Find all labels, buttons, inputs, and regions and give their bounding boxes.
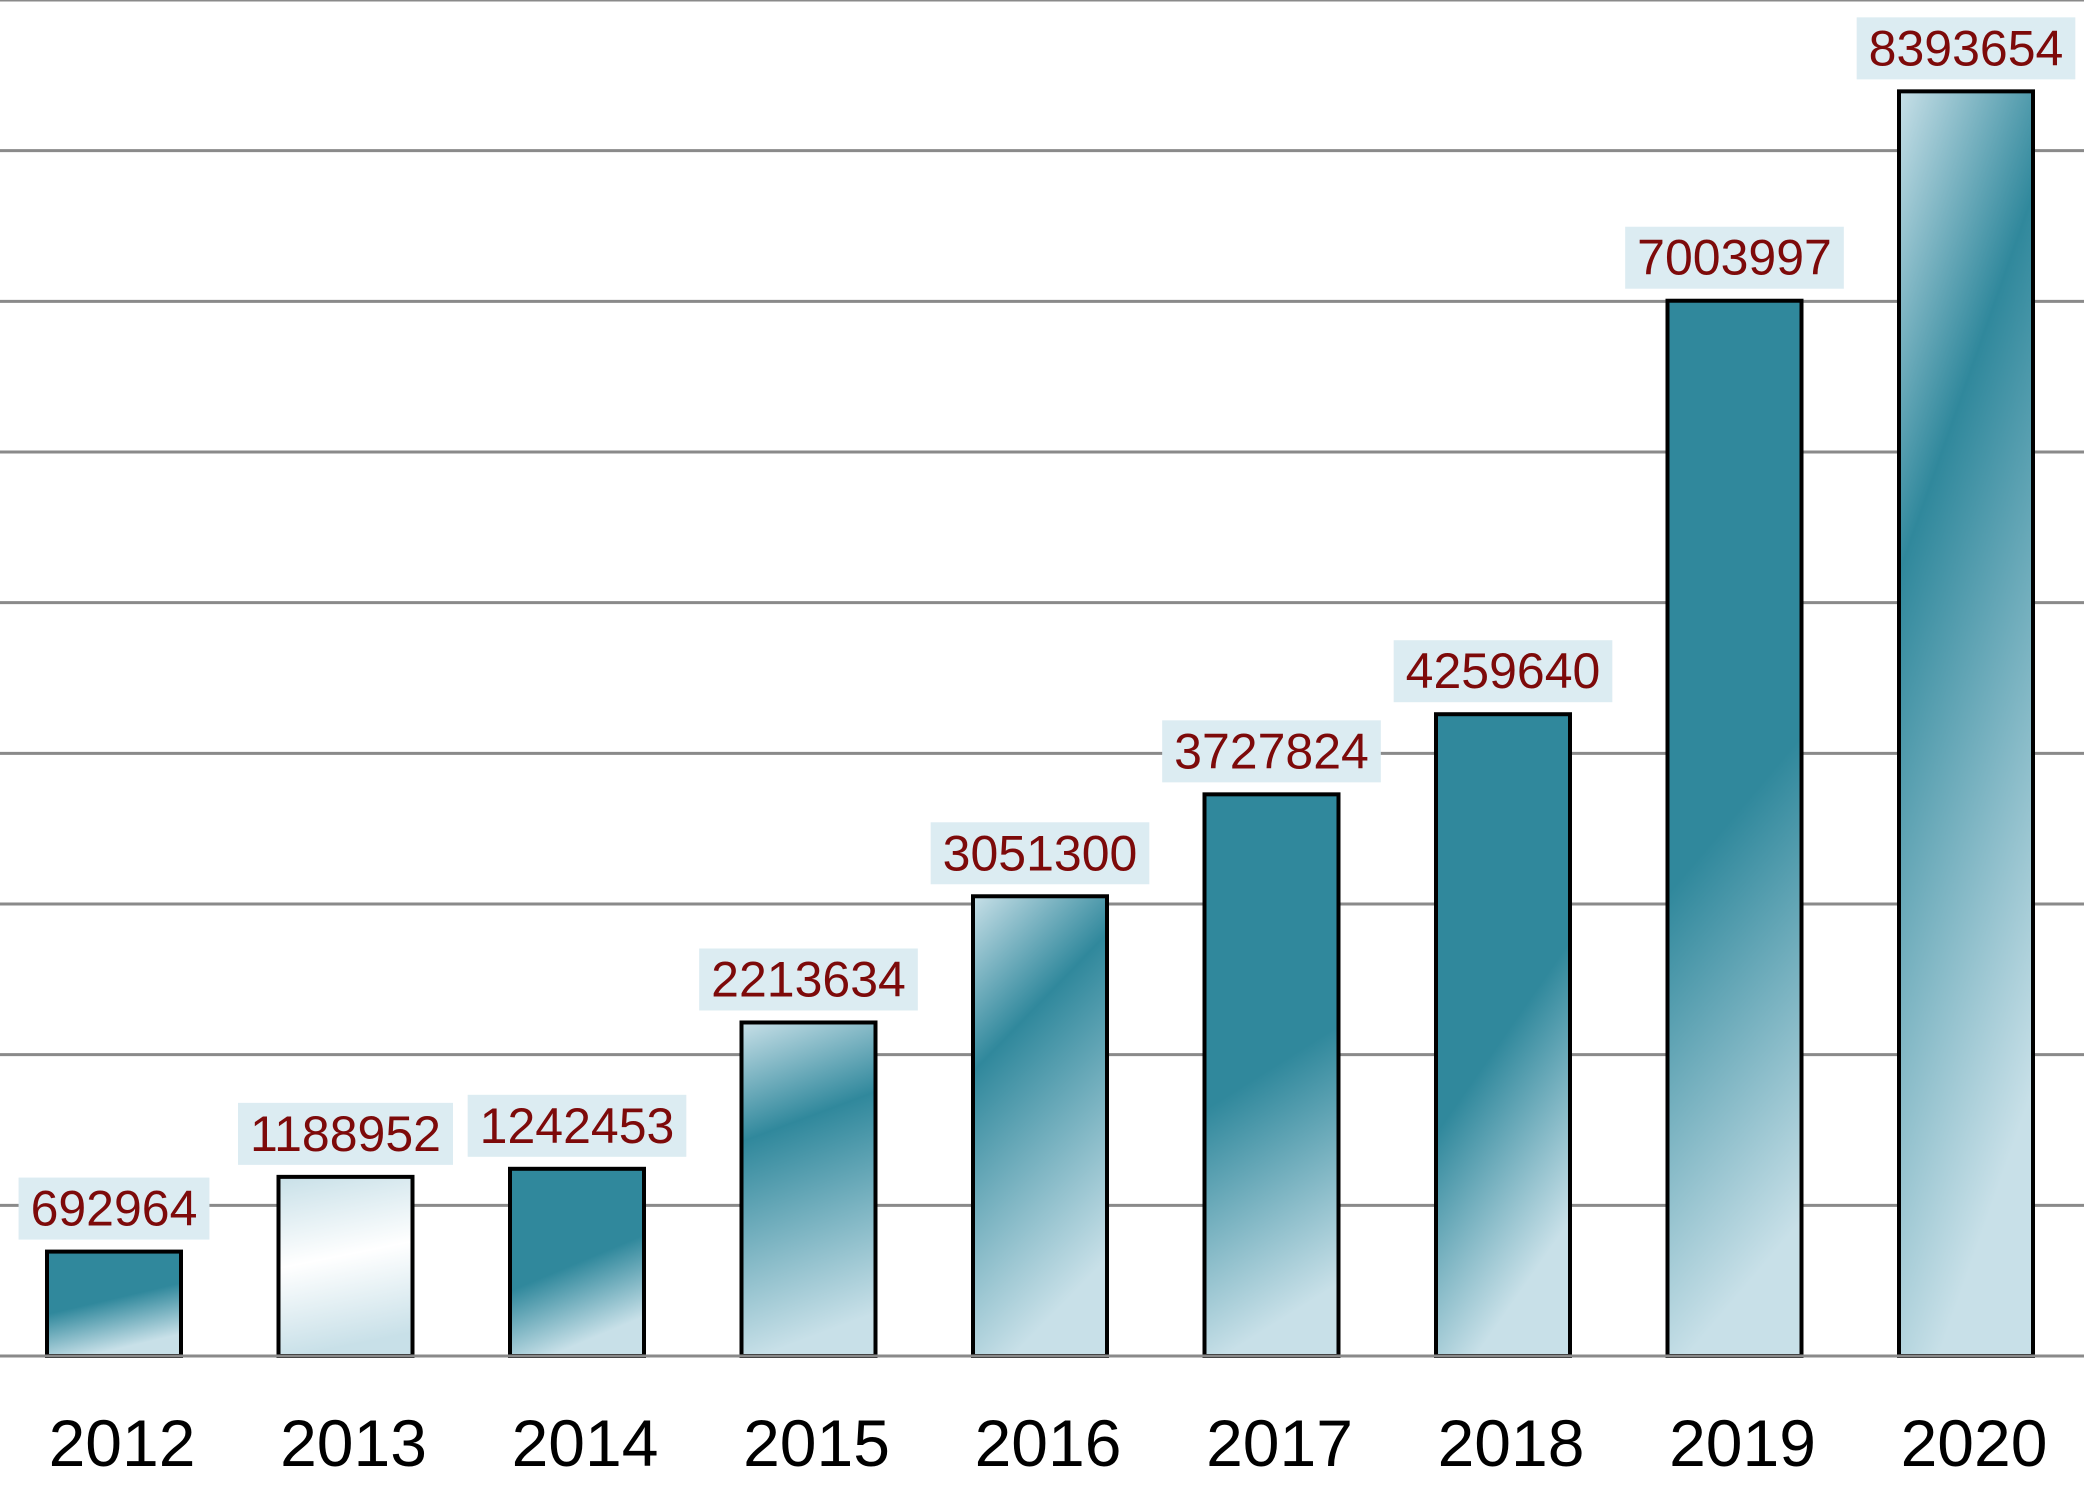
x-tick-label-2015: 2015: [743, 1406, 890, 1480]
data-label-background: [1162, 720, 1381, 783]
data-label-background: [467, 1094, 687, 1157]
data-label-2014: 1242453: [467, 1094, 687, 1157]
data-label-text: 8393654: [1869, 20, 2064, 76]
x-tick-label-2013: 2013: [280, 1406, 427, 1480]
data-label-background: [930, 822, 1150, 885]
x-tick-label-2020: 2020: [1901, 1406, 2048, 1480]
data-label-text: 3727824: [1174, 723, 1369, 779]
data-label-background: [238, 1102, 453, 1165]
data-label-text: 1188952: [250, 1106, 441, 1162]
bar-2016: [971, 894, 1109, 1358]
data-label-text: 4259640: [1406, 643, 1601, 699]
x-tick-label-2019: 2019: [1669, 1406, 1816, 1480]
bar-2019: [1665, 298, 1804, 1359]
data-label-text: 7003997: [1637, 230, 1832, 286]
bar-2013: [276, 1174, 415, 1359]
data-label-2012: 692964: [18, 1177, 210, 1240]
bar-2014: [508, 1166, 646, 1358]
x-tick-label-2012: 2012: [49, 1406, 196, 1480]
data-labels: 692964 1188952 1242453 2213634 3051300 372782…: [18, 17, 2076, 1240]
x-tick-label-2018: 2018: [1438, 1406, 1585, 1480]
x-tick-labels: 2012 2013 2014 2015 2016 2017 2018 2019 2020: [49, 1406, 2048, 1480]
bars: [45, 89, 2035, 1359]
bar-2020: [1897, 89, 2035, 1359]
bar-2018: [1434, 712, 1572, 1358]
data-label-background: [699, 948, 918, 1011]
data-label-2020: 8393654: [1856, 17, 2076, 80]
x-tick-label-2017: 2017: [1206, 1406, 1353, 1480]
data-label-background: [18, 1177, 210, 1240]
data-label-text: 692964: [31, 1181, 198, 1237]
data-label-text: 2213634: [711, 951, 906, 1007]
data-label-text: 3051300: [943, 825, 1138, 881]
data-label-2019: 7003997: [1625, 226, 1844, 289]
x-tick-label-2016: 2016: [975, 1406, 1122, 1480]
bar-2012: [45, 1249, 183, 1358]
data-label-background: [1856, 17, 2076, 80]
bar-2015: [739, 1020, 878, 1358]
data-label-background: [1393, 640, 1613, 703]
data-label-text: 1242453: [480, 1098, 675, 1154]
data-label-background: [1625, 226, 1844, 289]
x-tick-label-2014: 2014: [512, 1406, 659, 1480]
bar-2017: [1202, 792, 1341, 1358]
data-label-2018: 4259640: [1393, 640, 1613, 703]
data-label-2017: 3727824: [1162, 720, 1381, 783]
data-label-2013: 1188952: [238, 1102, 453, 1165]
data-label-2016: 3051300: [930, 822, 1150, 885]
data-label-2015: 2213634: [699, 948, 918, 1011]
